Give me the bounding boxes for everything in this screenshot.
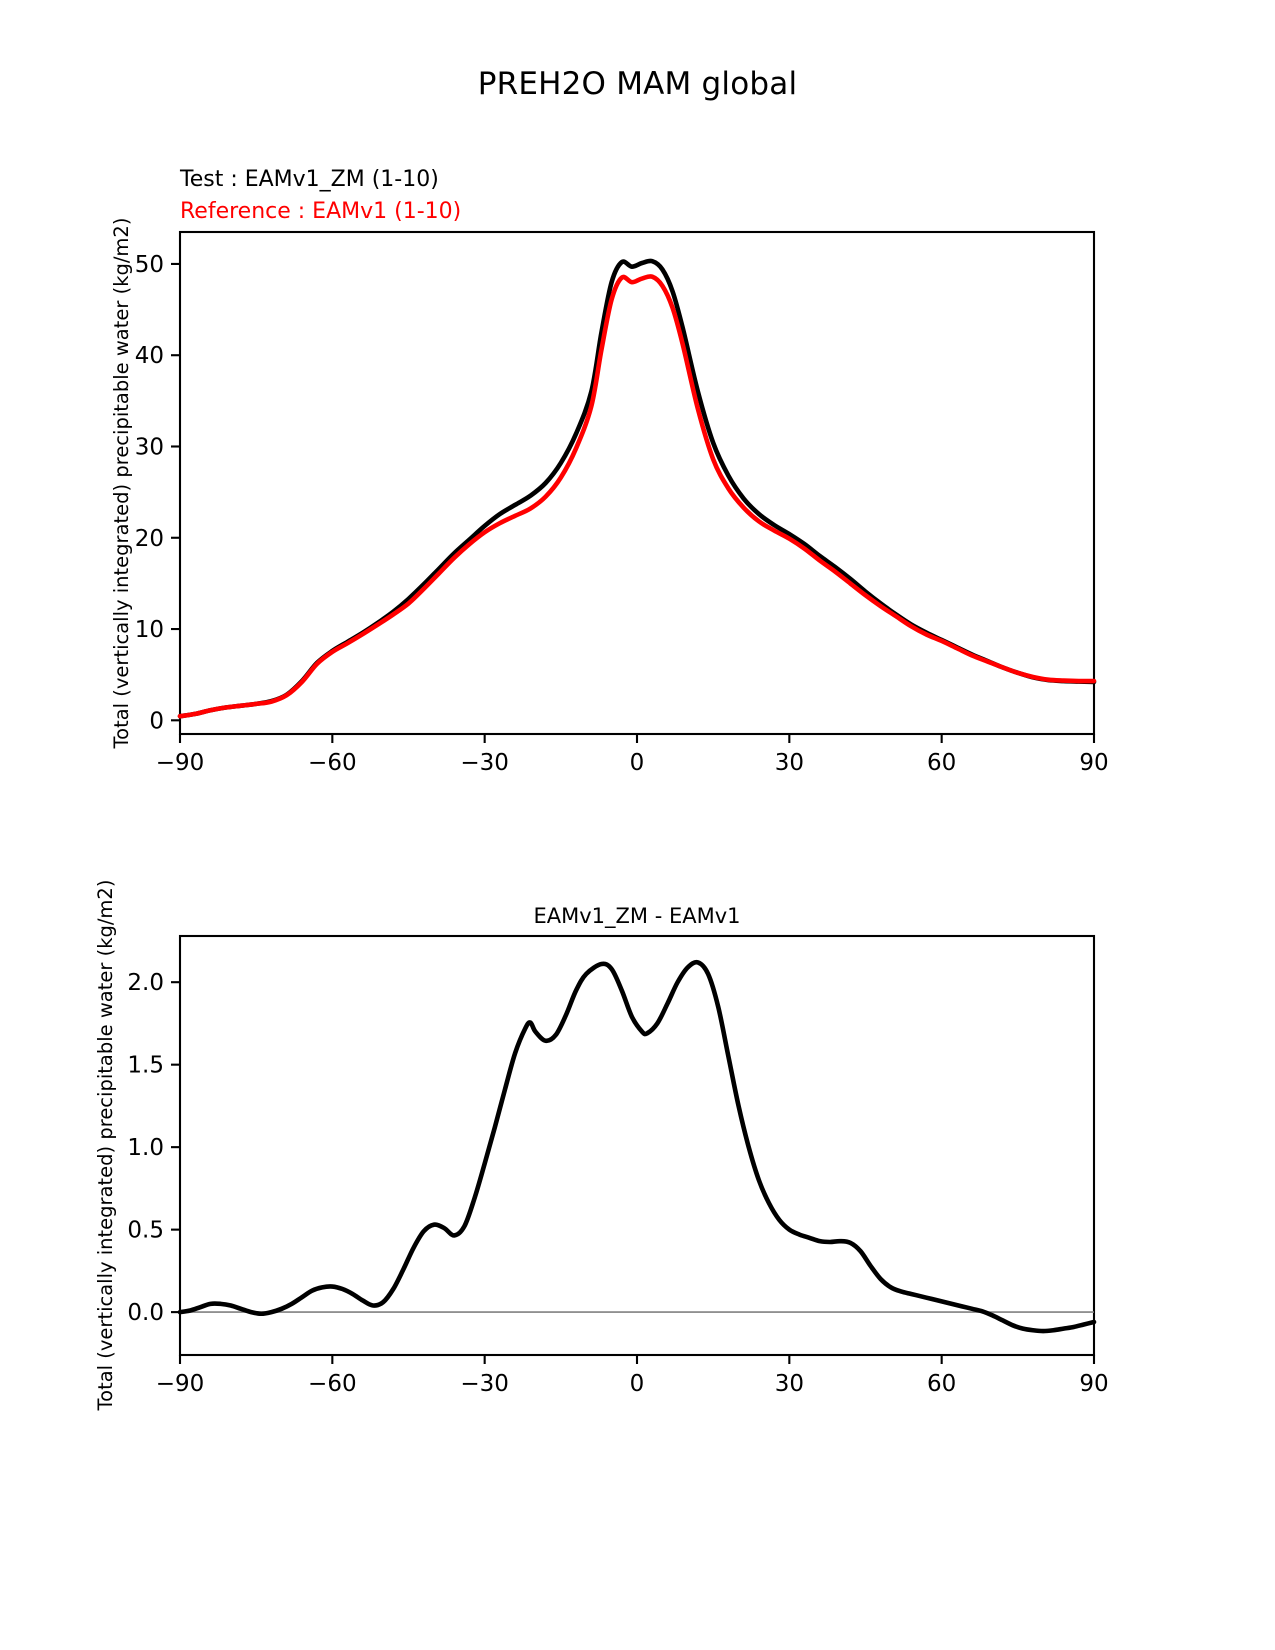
bottom-panel-title: EAMv1_ZM - EAMv1 <box>533 904 740 929</box>
y-tick-label: 0.5 <box>127 1218 164 1244</box>
y-tick-label: 1.0 <box>127 1135 164 1161</box>
x-tick-label: −90 <box>156 1371 205 1397</box>
y-tick-label: 2.0 <box>127 970 164 996</box>
legend-reference-label: Reference : EAMv1 (1-10) <box>180 199 461 224</box>
x-tick-label: 30 <box>775 750 804 776</box>
x-tick-label: 0 <box>630 1371 645 1397</box>
x-tick-label: 90 <box>1079 750 1108 776</box>
x-tick-label: −30 <box>460 750 509 776</box>
x-tick-label: −90 <box>156 750 205 776</box>
top-y-ticks: 0 10 20 30 40 50 <box>135 252 180 734</box>
x-tick-label: 30 <box>775 1371 804 1397</box>
legend-test-label: Test : EAMv1_ZM (1-10) <box>179 167 439 192</box>
bottom-panel: EAMv1_ZM - EAMv1 Total (vertically integ… <box>94 880 1109 1412</box>
y-tick-label: 30 <box>135 434 164 460</box>
series-line <box>177 959 1097 1334</box>
y-tick-label: 0.0 <box>127 1300 164 1326</box>
bottom-y-ticks: 0.0 0.5 1.0 1.5 2.0 <box>127 970 180 1326</box>
top-plot-frame <box>178 230 1096 736</box>
top-data-lines <box>177 258 1097 719</box>
x-tick-label: −60 <box>308 750 357 776</box>
y-tick-label: 20 <box>135 526 164 552</box>
top-panel: Test : EAMv1_ZM (1-10) Reference : EAMv1… <box>110 167 1109 776</box>
bottom-data-lines <box>177 959 1097 1334</box>
x-tick-label: 60 <box>927 1371 956 1397</box>
y-tick-label: 1.5 <box>127 1053 164 1079</box>
y-tick-label: 10 <box>135 617 164 643</box>
top-y-axis-title: Total (vertically integrated) precipitab… <box>110 218 133 750</box>
y-tick-label: 0 <box>149 708 164 734</box>
series-line <box>177 274 1097 719</box>
y-tick-label: 50 <box>135 252 164 278</box>
bottom-plot-frame <box>178 934 1096 1357</box>
top-x-ticks: −90 −60 −30 0 30 60 90 <box>156 734 1109 776</box>
bottom-x-ticks: −90 −60 −30 0 30 60 90 <box>156 1355 1109 1397</box>
bottom-y-axis-title: Total (vertically integrated) precipitab… <box>94 880 117 1412</box>
x-tick-label: −60 <box>308 1371 357 1397</box>
x-tick-label: 60 <box>927 750 956 776</box>
y-tick-label: 40 <box>135 343 164 369</box>
x-tick-label: 0 <box>630 750 645 776</box>
x-tick-label: −30 <box>460 1371 509 1397</box>
x-tick-label: 90 <box>1079 1371 1108 1397</box>
figure-suptitle: PREH2O MAM global <box>477 66 798 102</box>
